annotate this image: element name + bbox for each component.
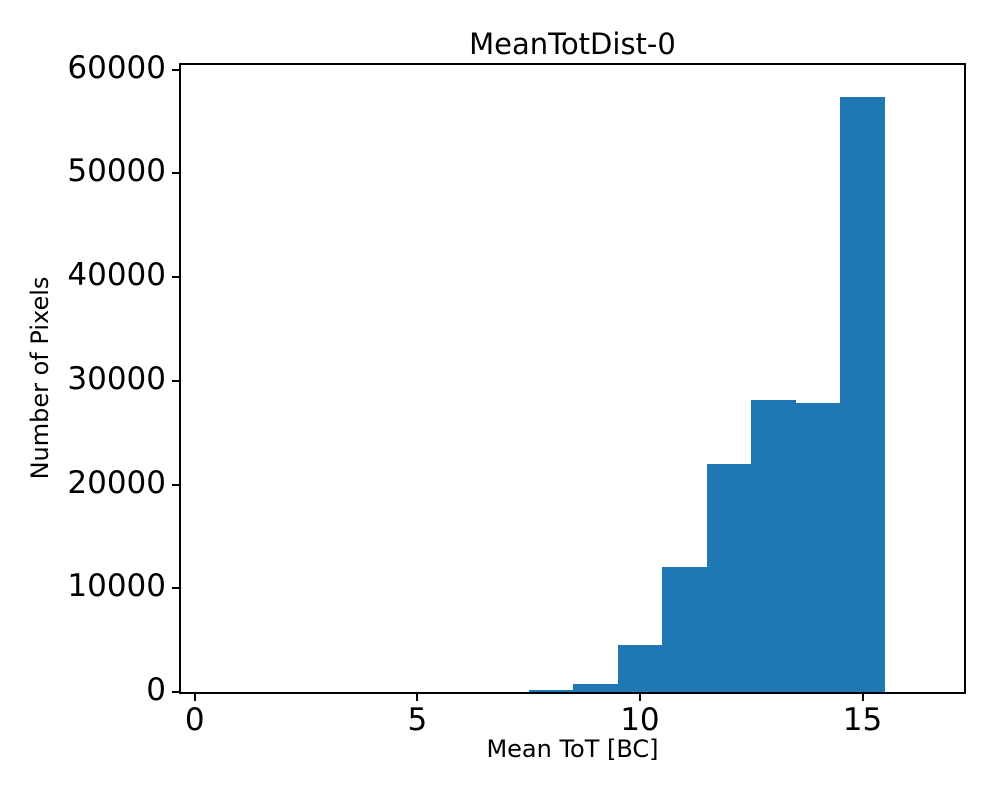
- histogram-bar: [706, 463, 752, 692]
- x-tick-label: 0: [184, 702, 205, 738]
- y-tick-label: 40000: [67, 256, 166, 293]
- y-tick-label: 50000: [67, 153, 166, 190]
- x-axis-label: Mean ToT [BC]: [486, 735, 659, 763]
- x-tick-label: 10: [620, 702, 660, 738]
- x-tick-label: 5: [407, 702, 428, 738]
- histogram-bar: [840, 96, 885, 692]
- y-axis-label: Number of Pixels: [26, 276, 55, 480]
- chart-title: MeanTotDist-0: [469, 27, 676, 61]
- y-tick-label: 20000: [67, 464, 166, 501]
- histogram-bar: [573, 683, 618, 692]
- y-tick-label: 10000: [67, 568, 166, 605]
- histogram-bars: [181, 65, 964, 692]
- histogram-bar: [617, 645, 663, 692]
- y-tick-label: 60000: [67, 49, 166, 86]
- histogram-bar: [751, 399, 796, 692]
- x-tick-label: 15: [842, 702, 883, 738]
- y-tick-label: 0: [146, 671, 166, 708]
- y-tick-label: 30000: [67, 360, 166, 397]
- histogram-bar: [528, 690, 574, 692]
- plot-area: [179, 63, 966, 694]
- histogram-bar: [662, 566, 707, 692]
- histogram-bar: [795, 402, 841, 692]
